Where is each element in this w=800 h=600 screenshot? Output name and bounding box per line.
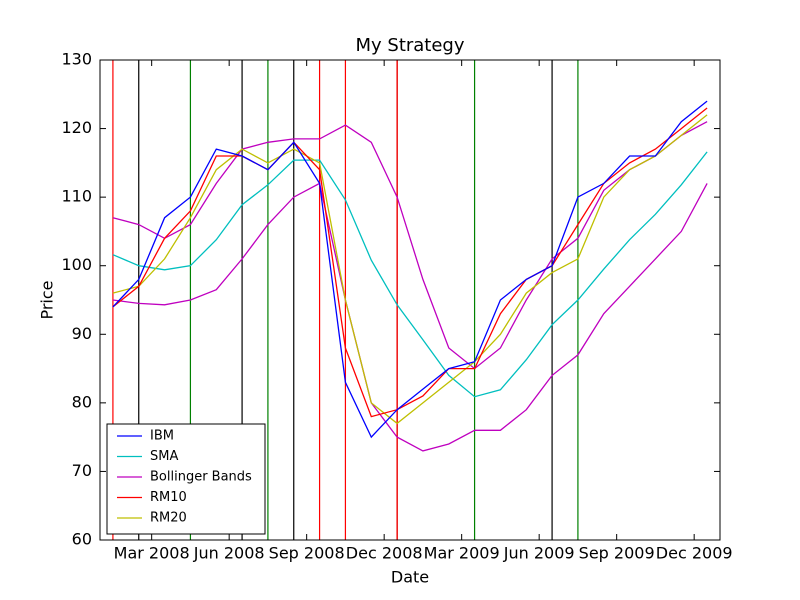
x-axis-label: Date [391,568,429,587]
legend-label: IBM [150,429,174,444]
y-tick-label: 60 [72,530,92,549]
legend-label: RM10 [150,490,187,505]
plot-frame [99,59,721,541]
y-tick-label: 70 [72,461,92,480]
y-tick-label: 130 [61,50,92,69]
y-tick-label: 120 [61,118,92,137]
x-tick-label: Mar 2008 [114,544,190,563]
series-line [112,114,708,425]
x-tick-label: Sep 2008 [269,544,345,563]
y-axis-label: Price [38,280,57,319]
x-tick-label: Dec 2008 [346,544,423,563]
series-line [112,107,708,418]
y-tick-label: 100 [61,255,92,274]
series-line [112,182,708,452]
legend-label: SMA [150,449,178,464]
x-tick-label: Sep 2009 [579,544,655,563]
chart-title: My Strategy [355,35,464,56]
legend-label: RM20 [150,511,187,526]
x-tick-label: Jun 2009 [503,544,575,563]
plot-area [112,60,708,540]
y-tick-label: 80 [72,392,92,411]
y-tick-label: 110 [61,187,92,206]
y-tick-label: 90 [72,324,92,343]
series-line [112,121,708,370]
x-tick-label: Jun 2008 [193,544,265,563]
x-tick-label: Mar 2009 [424,544,500,563]
legend-label: Bollinger Bands [150,470,252,485]
series-line [112,151,708,398]
series-line [112,100,708,439]
legend-box [106,423,266,535]
x-tick-label: Dec 2009 [656,544,733,563]
